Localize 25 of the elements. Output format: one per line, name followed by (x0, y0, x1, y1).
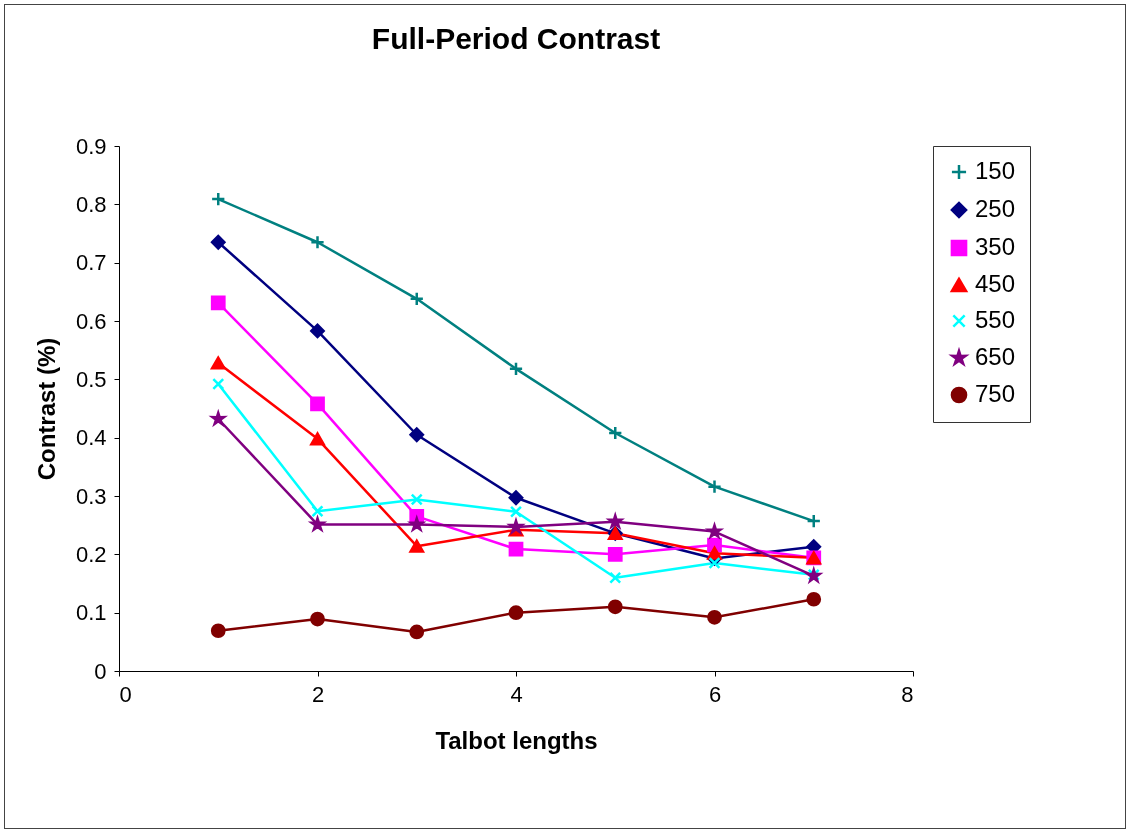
y-tick-label: 0.9 (75, 133, 107, 159)
legend-label: 750 (975, 380, 1016, 407)
y-tick-label: 0.6 (75, 308, 107, 334)
y-tick-label: 0.2 (75, 541, 107, 567)
legend-label: 250 (975, 195, 1016, 222)
y-axis-title: Contrast (%) (32, 337, 60, 481)
y-tick-label: 0.5 (75, 366, 107, 392)
x-tick-label: 4 (510, 681, 523, 707)
chart-title: Full-Period Contrast (371, 22, 661, 55)
x-tick-label: 6 (708, 681, 722, 707)
y-tick-label: 0 (94, 658, 107, 684)
y-tick-label: 0.3 (75, 483, 107, 509)
y-tick-label: 0.1 (75, 600, 107, 626)
y-tick-label: 0.4 (75, 425, 107, 451)
legend-label: 650 (975, 343, 1016, 370)
legend-label: 350 (975, 233, 1016, 260)
y-tick-label: 0.7 (75, 250, 107, 276)
y-tick-label: 0.8 (75, 191, 107, 217)
x-tick-label: 2 (311, 681, 325, 707)
x-axis-title: Talbot lengths (435, 726, 598, 754)
x-tick-label: 8 (901, 681, 914, 707)
legend-label: 150 (975, 157, 1016, 184)
legend-label: 450 (975, 270, 1016, 297)
legend-label: 550 (975, 306, 1016, 333)
x-tick-label: 0 (119, 681, 132, 707)
